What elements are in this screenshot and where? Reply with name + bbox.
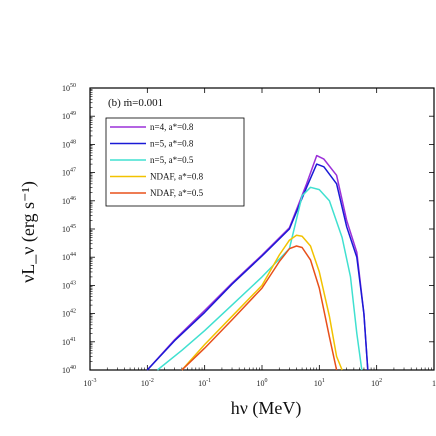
legend-label-3: NDAF, a*=0.8 xyxy=(150,172,204,182)
y-tick-label: 1050 xyxy=(62,83,76,93)
x-tick-label: 101 xyxy=(314,378,325,388)
y-tick-label: 1047 xyxy=(62,168,76,178)
x-axis-label: hν (MeV) xyxy=(231,398,302,419)
series-line-4 xyxy=(181,245,338,371)
legend-label-2: n=5, a*=0.5 xyxy=(150,155,194,165)
legend-label-1: n=5, a*=0.8 xyxy=(150,139,194,149)
x-tick-label: 102 xyxy=(371,378,382,388)
legend-label-0: n=4, a*=0.8 xyxy=(150,122,194,132)
y-tick-label: 1045 xyxy=(62,224,76,234)
x-tick-label: 10-1 xyxy=(198,378,211,388)
y-tick-label: 1042 xyxy=(62,309,76,319)
panel-label: (b) ṁ=0.001 xyxy=(108,97,163,109)
series-line-1 xyxy=(146,163,369,371)
ticks: 10-3 10-2 10-1 100 101 102 1 1040 1041 1042 1043 10… xyxy=(62,83,436,388)
x-tick-label: 10-2 xyxy=(141,378,154,388)
series-line-2 xyxy=(156,186,363,371)
legend-box xyxy=(105,117,245,207)
x-tick-label: 100 xyxy=(257,378,268,388)
y-axis-label: νL_ν (erg s⁻¹) xyxy=(18,181,39,283)
y-tick-label: 1046 xyxy=(62,196,76,206)
legend: n=4, a*=0.8 n=5, a*=0.8 n=5, a*=0.5 NDAF, a… xyxy=(105,117,245,207)
series-line-0 xyxy=(146,154,369,371)
y-tick-label: 1041 xyxy=(62,337,76,347)
series-line-3 xyxy=(181,234,343,371)
y-tick-label: 1043 xyxy=(62,280,76,290)
x-tick-label: 10-3 xyxy=(84,378,97,388)
y-tick-label: 1040 xyxy=(62,365,76,375)
legend-label-4: NDAF, a*=0.5 xyxy=(150,188,204,198)
x-tick-label: 1 xyxy=(432,379,436,388)
series-lines xyxy=(146,154,369,371)
y-tick-label: 1049 xyxy=(62,111,76,121)
y-tick-label: 1044 xyxy=(62,252,76,262)
y-tick-label: 1048 xyxy=(62,139,76,149)
